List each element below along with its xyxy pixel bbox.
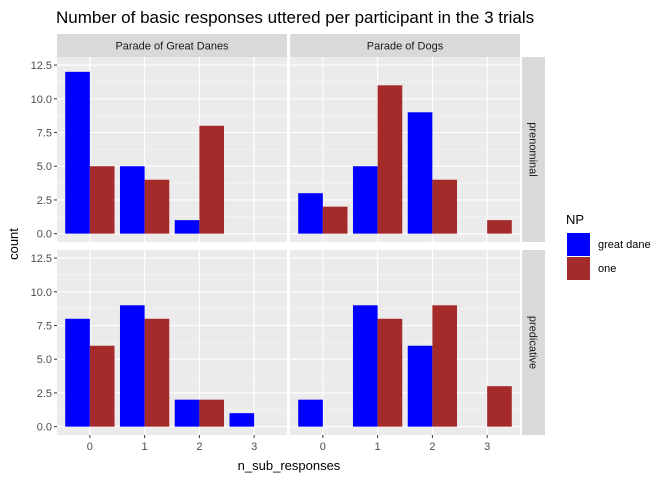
panel-predicative-1: predicative 0 1 2 3 — [290, 250, 545, 453]
bar-one-1 — [377, 85, 403, 234]
bar-great-dane-3 — [229, 413, 255, 427]
x-tick-label: 0 — [87, 441, 93, 453]
legend-key-one — [567, 257, 590, 280]
bar-one-3 — [487, 220, 512, 234]
y-tick-label: 10.0 — [31, 94, 52, 106]
panel-prenominal-0: Parade of Great Danes 0.0 2.5 5.0 7.5 10.0 12.… — [31, 34, 287, 242]
bar-great-dane-0 — [298, 193, 323, 234]
x-tick-label: 3 — [484, 441, 490, 453]
y-tick-label: 5.0 — [37, 354, 52, 366]
bar-one-2 — [199, 125, 225, 234]
y-tick-label: 12.5 — [31, 253, 52, 265]
bar-great-dane-1 — [352, 166, 378, 234]
y-tick-label: 12.5 — [31, 60, 52, 72]
legend-label: great dane — [598, 239, 651, 251]
x-tick-label: 1 — [142, 441, 148, 453]
bar-great-dane-1 — [352, 305, 378, 427]
facet-strip-label: Parade of Great Danes — [115, 41, 229, 53]
bar-one-2 — [432, 305, 458, 427]
y-tick-label: 7.5 — [37, 128, 52, 140]
x-tick-label: 2 — [196, 441, 202, 453]
panel-prenominal-1: Parade of Dogs prenominal — [290, 34, 545, 242]
y-tick-label: 7.5 — [37, 321, 52, 333]
bar-great-dane-1 — [119, 305, 145, 427]
x-tick-label: 0 — [320, 441, 326, 453]
bar-great-dane-2 — [174, 220, 200, 234]
bar-great-dane-2 — [407, 112, 433, 234]
bar-one-1 — [144, 179, 170, 234]
bar-one-0 — [89, 166, 115, 234]
y-tick-label: 5.0 — [37, 161, 52, 173]
bar-great-dane-0 — [65, 71, 90, 234]
y-tick-label: 10.0 — [31, 287, 52, 299]
legend: NP great dane one — [566, 212, 651, 280]
facet-strip-row — [522, 250, 545, 435]
y-tick-label: 2.5 — [37, 388, 52, 400]
x-axis-title: n_sub_responses — [238, 458, 341, 473]
bar-one-0 — [322, 206, 348, 234]
y-tick-label: 0.0 — [37, 422, 52, 434]
facet-strip-label: predicative — [527, 316, 539, 369]
x-tick-label: 2 — [429, 441, 435, 453]
bar-great-dane-2 — [407, 345, 433, 427]
facet-strip-row — [522, 57, 545, 242]
panels-layer: Parade of Great Danes0.02.55.07.510.012.… — [31, 34, 545, 453]
bar-one-3 — [487, 386, 512, 427]
x-tick-label: 3 — [251, 441, 257, 453]
facet-strip-label: prenominal — [527, 122, 539, 176]
panel-predicative-0: 0.0 2.5 5.0 7.5 10.0 12.5 0 1 2 3 — [31, 250, 287, 453]
bar-great-dane-0 — [65, 318, 90, 427]
y-tick-label: 0.0 — [37, 229, 52, 241]
legend-title: NP — [566, 212, 584, 227]
bar-one-2 — [199, 399, 225, 427]
bar-great-dane-0 — [298, 399, 323, 427]
facet-strip-column — [290, 34, 520, 57]
bar-one-0 — [89, 345, 115, 427]
y-tick-label: 2.5 — [37, 195, 52, 207]
bar-great-dane-2 — [174, 399, 200, 427]
bar-one-1 — [144, 318, 170, 427]
bar-one-1 — [377, 318, 403, 427]
x-tick-label: 1 — [375, 441, 381, 453]
bar-one-2 — [432, 179, 458, 234]
facet-strip-column — [57, 34, 287, 57]
facet-strip-label: Parade of Dogs — [367, 41, 444, 53]
bar-great-dane-1 — [119, 166, 145, 234]
y-axis-title: count — [6, 228, 21, 260]
legend-key-great-dane — [567, 233, 590, 256]
legend-label: one — [598, 263, 616, 275]
chart-title: Number of basic responses uttered per pa… — [56, 8, 534, 27]
